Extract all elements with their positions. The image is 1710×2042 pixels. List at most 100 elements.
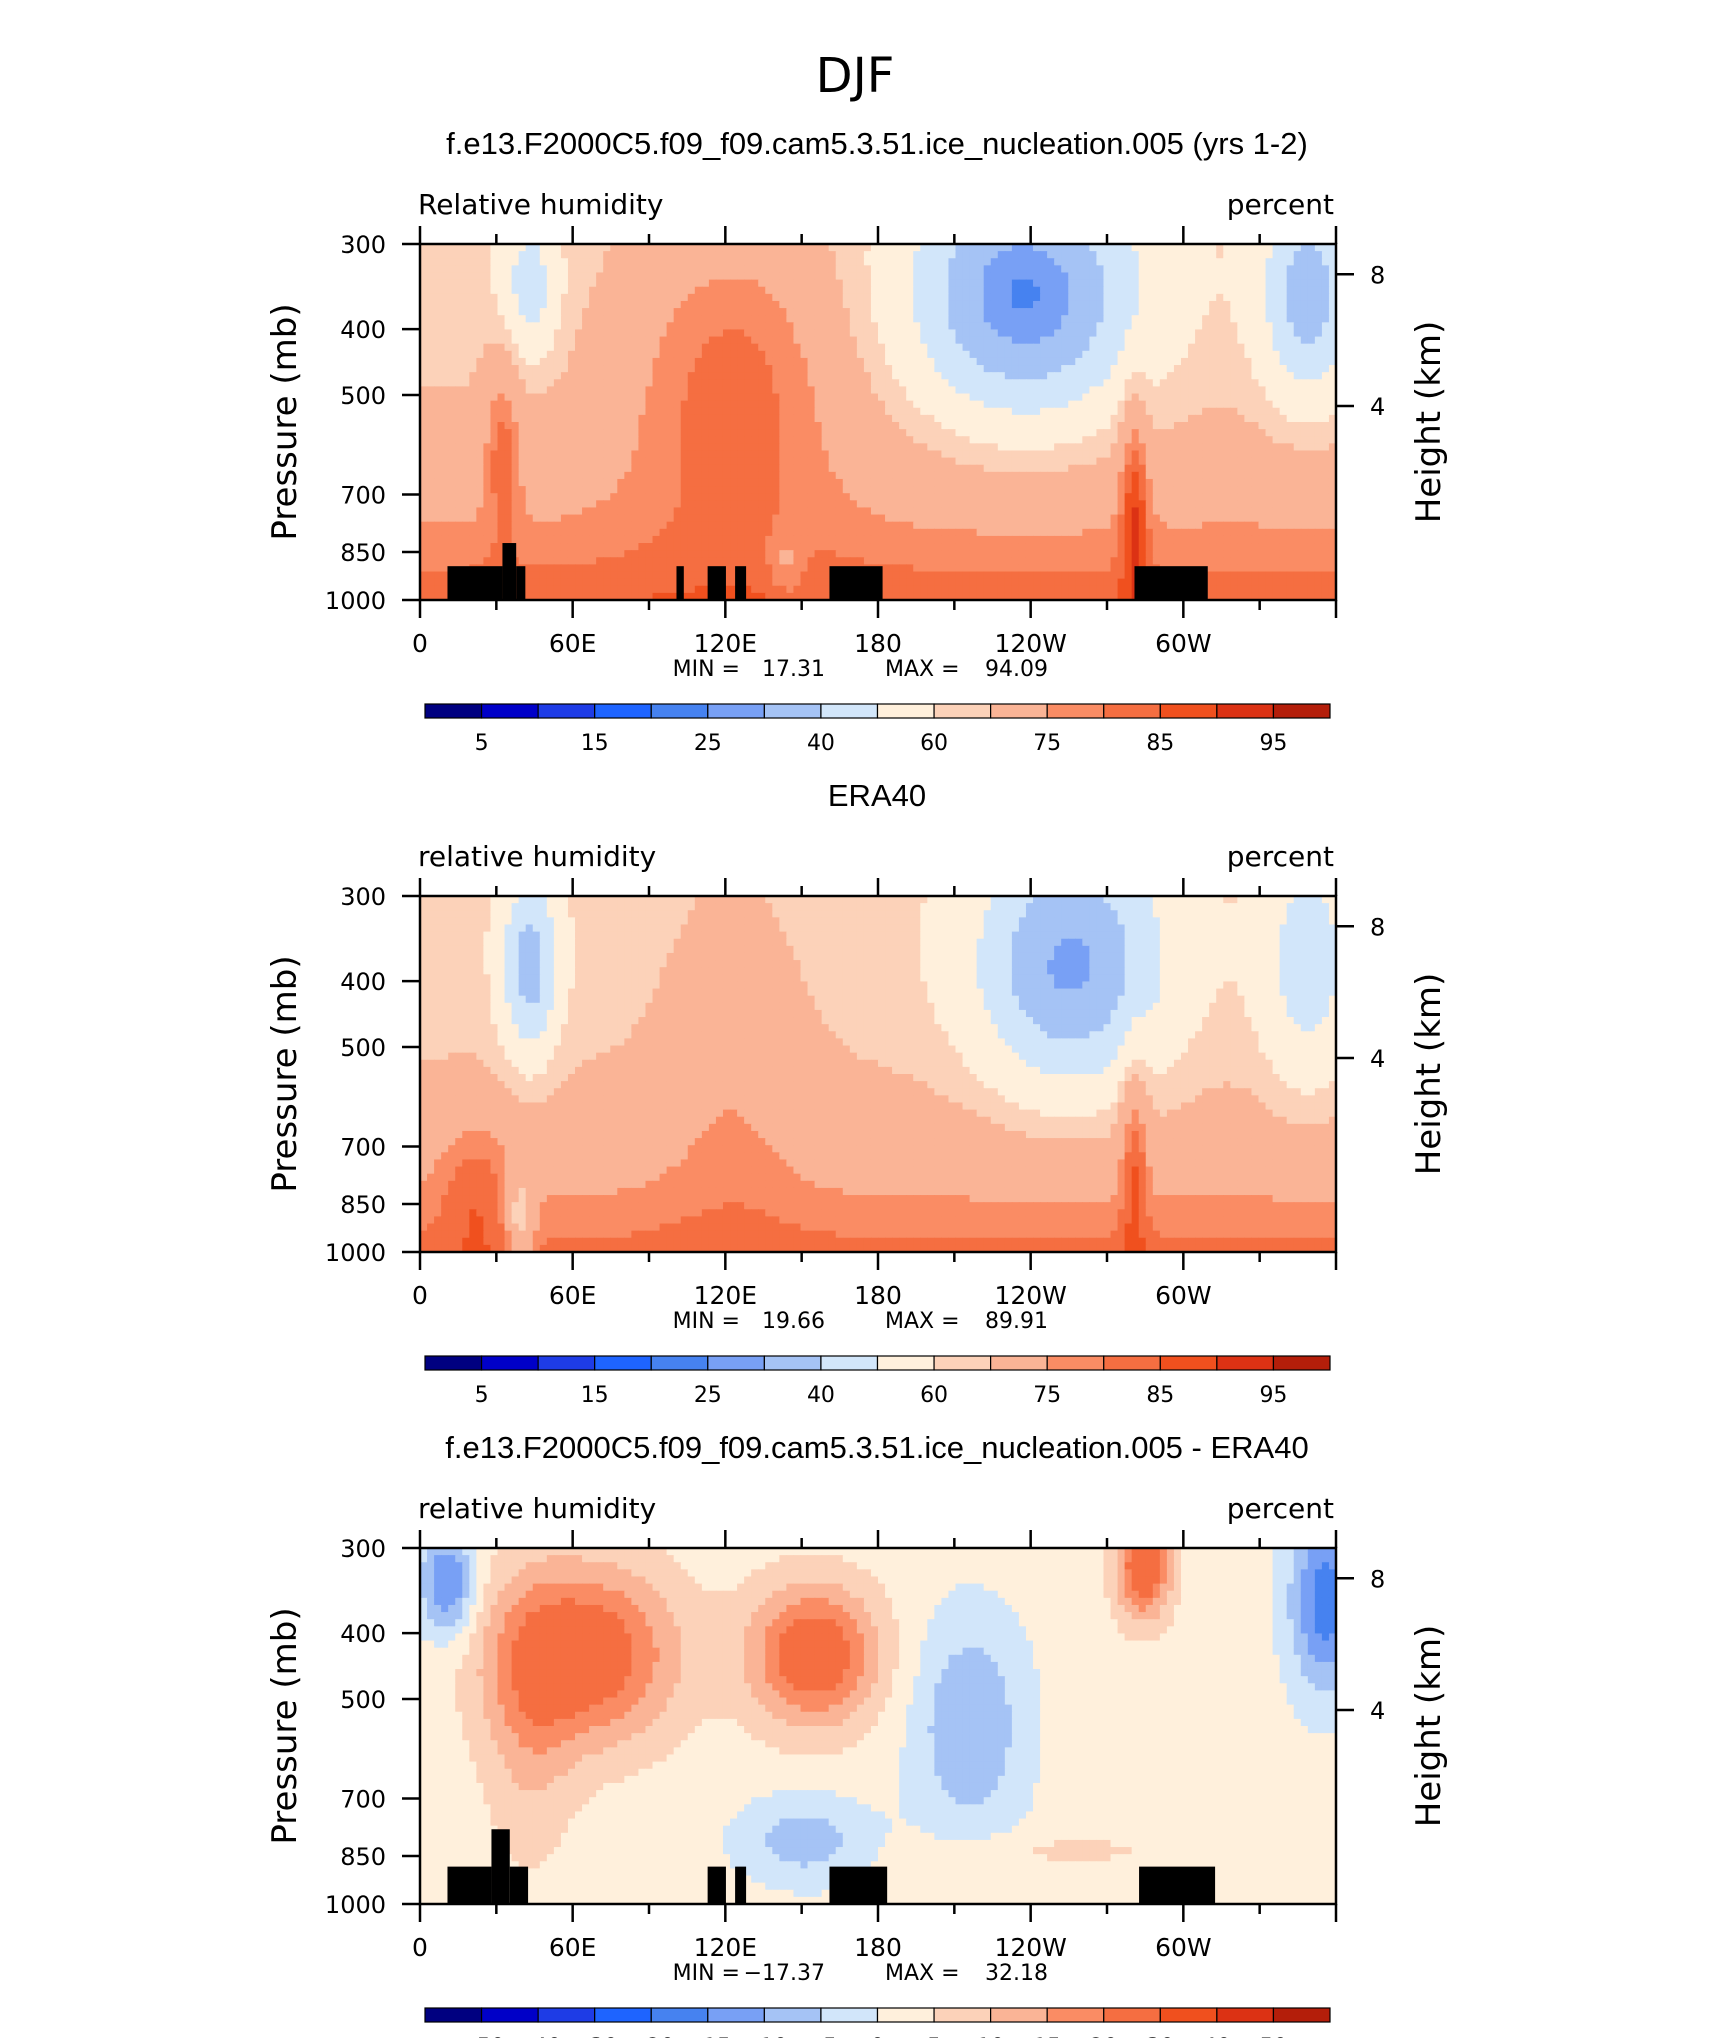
heatmap-cell [1223, 450, 1231, 459]
heatmap-cell [976, 443, 985, 452]
heatmap-cell [1089, 400, 1098, 409]
heatmap-cell [927, 258, 935, 266]
heatmap-cell [997, 258, 1006, 266]
heatmap-cell [772, 357, 780, 366]
heatmap-cell [1286, 422, 1295, 430]
heatmap-cell [1202, 443, 1210, 452]
heatmap-cell [631, 436, 640, 444]
heatmap-cell [624, 336, 632, 345]
heatmap-cell [1011, 436, 1020, 444]
heatmap-cell [1223, 457, 1231, 466]
heatmap-cell [652, 457, 661, 466]
heatmap-cell [511, 436, 520, 444]
heatmap-cell [469, 315, 477, 323]
heatmap-cell [1033, 429, 1041, 437]
heatmap-cell [1244, 457, 1253, 466]
heatmap-cell [870, 393, 879, 402]
heatmap-cell [758, 343, 766, 352]
heatmap-cell [772, 315, 780, 323]
heatmap-cell [1286, 493, 1295, 501]
heatmap-cell [1117, 244, 1126, 252]
heatmap-cell [997, 471, 1006, 480]
heatmap-cell [1230, 486, 1238, 494]
heatmap-cell [800, 450, 809, 459]
heatmap-cell [765, 286, 773, 295]
heatmap-cell [652, 471, 661, 480]
heatmap-cell [518, 400, 527, 409]
heatmap-cell [856, 372, 865, 380]
heatmap-cell [504, 265, 513, 274]
heatmap-cell [744, 478, 752, 487]
heatmap-cell [1202, 407, 1210, 416]
heatmap-cell [666, 493, 675, 501]
heatmap-cell [765, 514, 773, 523]
heatmap-cell [856, 436, 865, 444]
heatmap-cell [1117, 272, 1126, 281]
heatmap-cell [990, 393, 999, 402]
heatmap-cell [1258, 457, 1267, 466]
heatmap-cell [553, 500, 562, 509]
heatmap-cell [969, 457, 978, 466]
heatmap-cell [469, 514, 477, 523]
heatmap-cell [1082, 308, 1090, 316]
heatmap-cell [722, 429, 731, 437]
heatmap-cell [1096, 372, 1105, 380]
heatmap-cell [518, 336, 527, 345]
heatmap-cell [1321, 336, 1330, 345]
heatmap-cell [532, 315, 541, 323]
heatmap-cell [1279, 500, 1288, 509]
heatmap-cell [476, 393, 485, 402]
heatmap-cell [1040, 493, 1048, 501]
heatmap-cell [997, 422, 1006, 430]
heatmap-cell [420, 443, 428, 452]
heatmap-cell [1272, 279, 1281, 288]
heatmap-cell [1166, 286, 1175, 295]
heatmap-cell [455, 279, 463, 288]
heatmap-cell [582, 365, 590, 373]
heatmap-cell [490, 393, 499, 402]
heatmap-cell [1314, 478, 1323, 487]
heatmap-cell [1216, 500, 1224, 509]
heatmap-cell [934, 357, 943, 366]
heatmap-cell [1202, 272, 1210, 281]
heatmap-cell [737, 450, 745, 459]
heatmap-cell [497, 429, 506, 437]
heatmap-cell [1004, 279, 1013, 288]
heatmap-cell [772, 336, 780, 345]
heatmap-cell [659, 414, 668, 423]
heatmap-cell [948, 258, 957, 266]
heatmap-cell [835, 336, 844, 345]
heatmap-cell [715, 493, 724, 501]
heatmap-cell [553, 386, 562, 395]
heatmap-cell [610, 471, 618, 480]
heatmap-cell [1047, 279, 1055, 288]
heatmap-cell [687, 500, 696, 509]
heatmap-cell [1166, 300, 1175, 309]
heatmap-cell [1272, 258, 1281, 266]
heatmap-cell [1117, 379, 1126, 387]
heatmap-cell [751, 279, 759, 288]
heatmap-cell [1188, 486, 1196, 494]
heatmap-cell [476, 386, 485, 395]
heatmap-cell [1293, 493, 1302, 501]
heatmap-cell [1159, 329, 1168, 338]
heatmap-cell [560, 293, 569, 302]
heatmap-cell [525, 272, 534, 281]
heatmap-cell [624, 493, 632, 501]
heatmap-cell [1047, 265, 1055, 274]
heatmap-cell [596, 450, 604, 459]
heatmap-cell [730, 457, 738, 466]
heatmap-cell [1265, 279, 1274, 288]
heatmap-cell [434, 251, 442, 259]
heatmap-cell [448, 400, 456, 409]
heatmap-cell [715, 407, 724, 416]
heatmap-cell [701, 450, 710, 459]
heatmap-cell [920, 493, 928, 501]
heatmap-cell [1145, 436, 1154, 444]
heatmap-cell [1307, 372, 1316, 380]
heatmap-cell [828, 293, 837, 302]
heatmap-cell [913, 443, 921, 452]
heatmap-cell [1300, 251, 1309, 259]
heatmap-cell [1180, 308, 1189, 316]
heatmap-cell [1202, 464, 1210, 473]
